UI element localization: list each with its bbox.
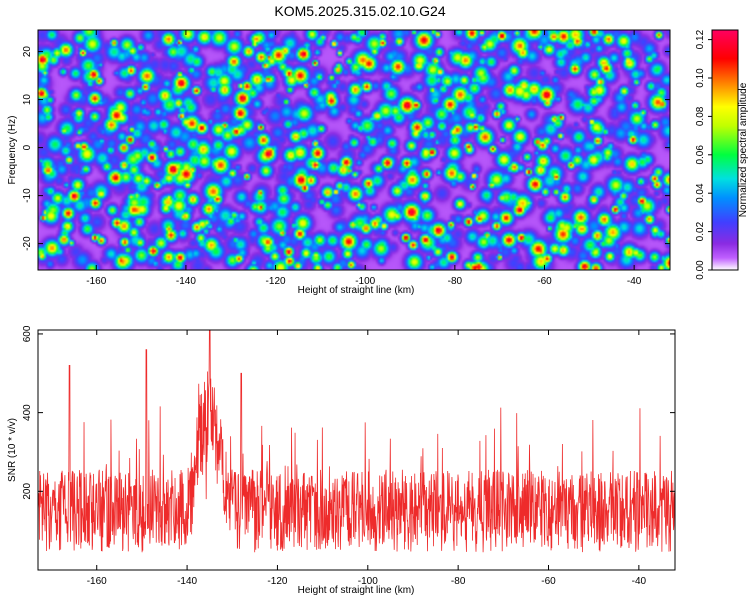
snr-x-axis-label: Height of straight line (km) [298,585,415,596]
heatmap-x-tick-label: -160 [86,276,106,287]
snr-x-tick-label: -60 [541,576,556,587]
figure-title: KOM5.2025.315.02.10.G24 [274,3,445,19]
heatmap-y-tick-label: 10 [22,94,33,106]
snr-x-tick-label: -120 [267,576,287,587]
heatmap-x-tick-label: -100 [355,276,375,287]
heatmap-y-axis-label: Frequency (Hz) [7,116,18,185]
colorbar-tick-label: 0.12 [695,29,706,49]
heatmap-x-axis-label: Height of straight line (km) [298,285,415,296]
colorbar-ticks: 0.00 0.02 0.04 0.06 0.08 0.10 0.12 [695,29,712,280]
snr-x-tick-label: -40 [632,576,647,587]
colorbar-tick-label: 0.10 [695,68,706,88]
heatmap-y-tick-label: -20 [22,236,33,251]
snr-y-tick-label: 200 [22,483,33,500]
snr-x-tick-label: -100 [358,576,378,587]
snr-x-ticks: -160 -140 -120 -100 -80 -60 -40 [87,330,647,587]
colorbar-tick-label: 0.08 [695,106,706,126]
snr-y-tick-label: 400 [22,404,33,421]
snr-y-axis-label: SNR (10 * v/v) [7,418,18,482]
colorbar-tick-label: 0.06 [695,145,706,165]
heatmap-image [38,30,670,270]
snr-series-line [37,329,676,553]
heatmap-x-ticks: -160 -140 -120 -100 -80 -60 -40 [86,30,642,287]
snr-panel: -160 -140 -120 -100 -80 -60 -40 200 400 600 Heig… [7,325,676,596]
heatmap-y-ticks: -20 -10 0 10 20 [22,46,670,251]
colorbar-tick-label: 0.00 [695,260,706,280]
colorbar-gradient [711,29,739,271]
snr-y-tick-label: 600 [22,325,33,342]
snr-y-ticks: 200 400 600 [22,325,675,500]
heatmap-x-tick-label: -140 [176,276,196,287]
heatmap-frame [37,29,671,271]
snr-x-tick-label: -140 [177,576,197,587]
colorbar-tick-label: 0.02 [695,221,706,241]
heatmap-x-tick-label: -120 [266,276,286,287]
heatmap-y-tick-label: 20 [22,46,33,58]
snr-x-tick-label: -80 [451,576,466,587]
colorbar-label: Normalized spectral amplitude [738,82,749,217]
colorbar-tick-label: 0.04 [695,183,706,203]
heatmap-x-tick-label: -80 [448,276,463,287]
heatmap-x-tick-label: -40 [627,276,642,287]
colorbar: 0.00 0.02 0.04 0.06 0.08 0.10 0.12 Normalized … [695,29,749,279]
snr-x-tick-label: -160 [87,576,107,587]
heatmap-x-tick-label: -60 [537,276,552,287]
snr-frame-border [37,329,676,571]
heatmap-y-tick-label: -10 [22,188,33,203]
heatmap-y-tick-label: 0 [22,144,33,150]
